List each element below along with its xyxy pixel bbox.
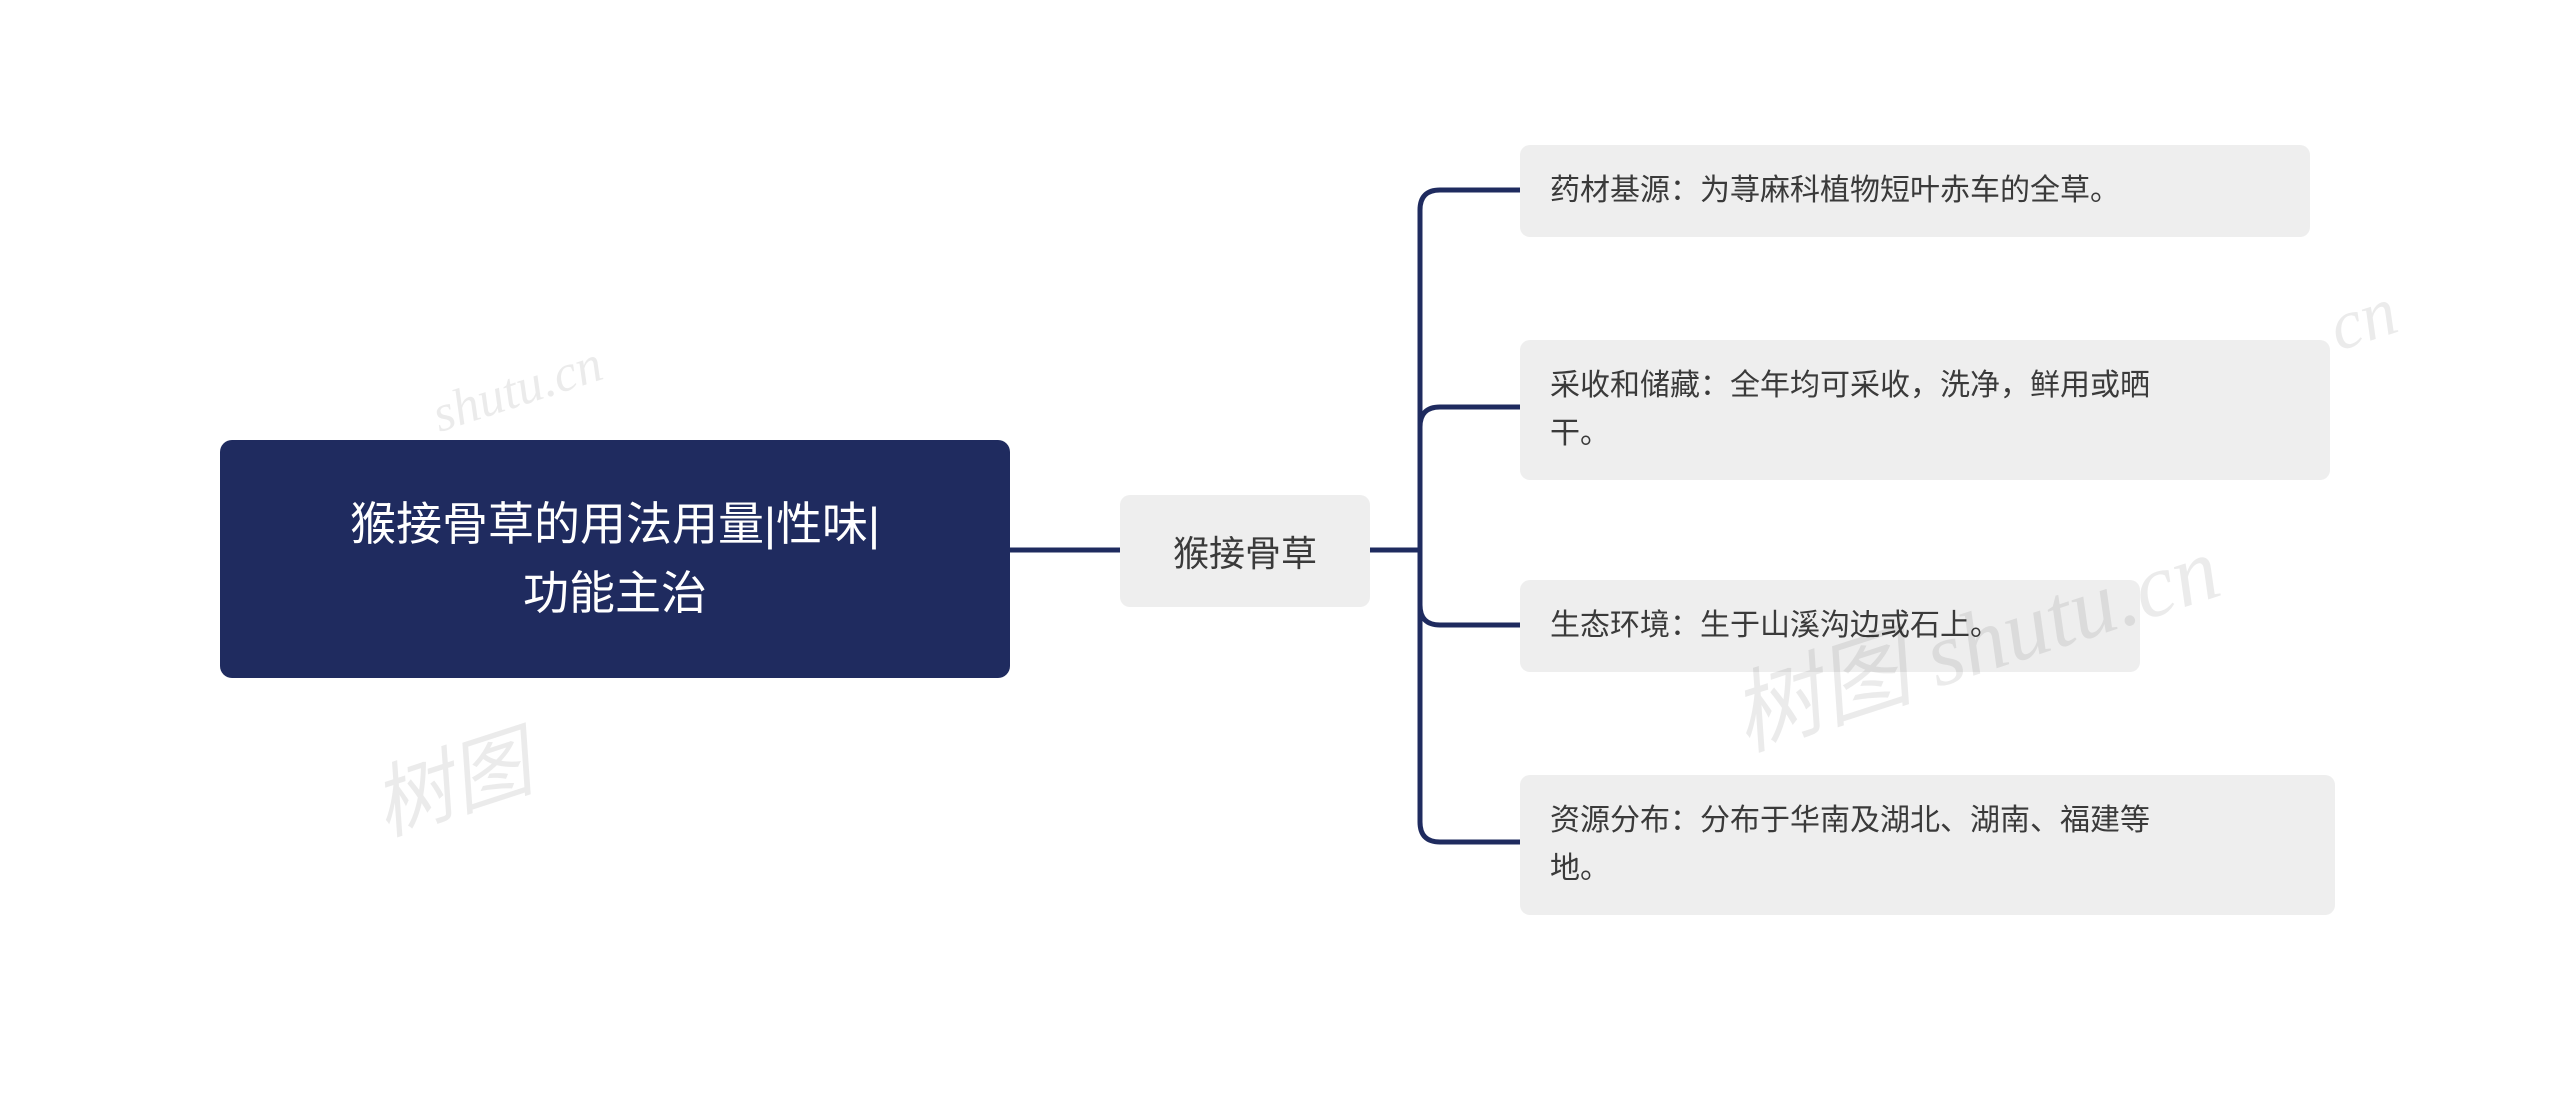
leaf-text-2-line1: 生态环境：生于山溪沟边或石上。 [1550, 602, 2110, 650]
connector-branch-leaf4 [1370, 550, 1520, 842]
leaf-text-0-line1: 药材基源：为荨麻科植物短叶赤车的全草。 [1550, 167, 2280, 215]
root-text-line1: 猴接骨草的用法用量|性味| [280, 490, 950, 559]
leaf-text-3-line2: 地。 [1550, 845, 2305, 893]
leaf-node-0: 药材基源：为荨麻科植物短叶赤车的全草。 [1520, 145, 2310, 237]
root-text-line2: 功能主治 [280, 559, 950, 628]
branch-node: 猴接骨草 [1120, 495, 1370, 607]
leaf-text-3-line1: 资源分布：分布于华南及湖北、湖南、福建等 [1550, 797, 2305, 845]
connector-branch-leaf3 [1370, 550, 1520, 625]
watermark-1: 树图 [356, 698, 544, 858]
connector-branch-leaf1 [1370, 190, 1520, 550]
leaf-text-1-line1: 采收和储藏：全年均可采收，洗净，鲜用或晒 [1550, 362, 2300, 410]
root-node: 猴接骨草的用法用量|性味| 功能主治 [220, 440, 1010, 678]
leaf-node-2: 生态环境：生于山溪沟边或石上。 [1520, 580, 2140, 672]
leaf-node-3: 资源分布：分布于华南及湖北、湖南、福建等 地。 [1520, 775, 2335, 915]
watermark-3: cn [2319, 272, 2407, 369]
mindmap-container: 猴接骨草的用法用量|性味| 功能主治 猴接骨草 药材基源：为荨麻科植物短叶赤车的… [0, 0, 2560, 1113]
leaf-text-1-line2: 干。 [1550, 410, 2300, 458]
leaf-node-1: 采收和储藏：全年均可采收，洗净，鲜用或晒 干。 [1520, 340, 2330, 480]
watermark-0: shutu.cn [425, 334, 609, 444]
connector-branch-leaf2 [1370, 407, 1520, 550]
branch-text: 猴接骨草 [1173, 533, 1317, 574]
